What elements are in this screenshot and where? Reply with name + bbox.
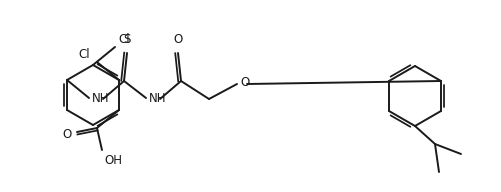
Text: O: O xyxy=(63,127,72,141)
Text: NH: NH xyxy=(149,93,166,105)
Text: O: O xyxy=(239,76,249,89)
Text: O: O xyxy=(173,33,182,46)
Text: OH: OH xyxy=(104,154,122,167)
Text: NH: NH xyxy=(92,93,109,105)
Text: Cl: Cl xyxy=(78,48,90,61)
Text: Cl: Cl xyxy=(118,33,129,46)
Text: S: S xyxy=(123,33,130,46)
